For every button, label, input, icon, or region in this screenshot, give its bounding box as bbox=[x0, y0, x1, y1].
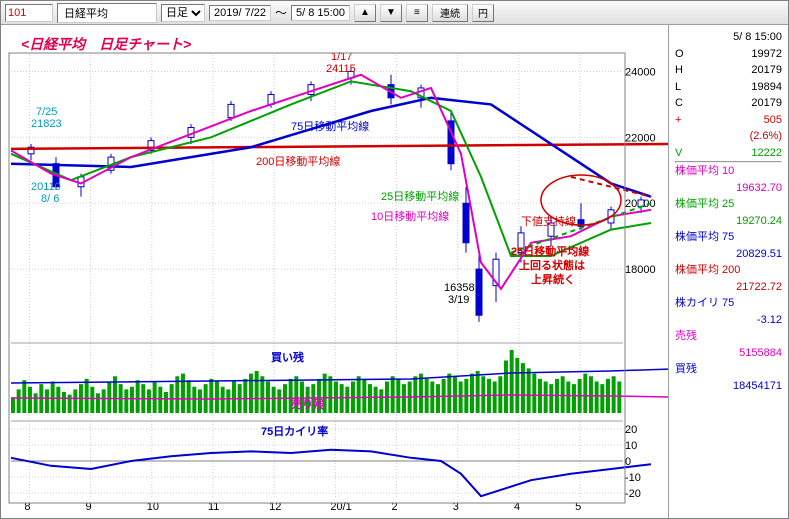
svg-text:24000: 24000 bbox=[625, 66, 656, 78]
main-area: <日経平均 日足チャート>180002000022000240008910111… bbox=[1, 25, 788, 518]
list-button[interactable]: ≡ bbox=[406, 4, 428, 22]
svg-text:8/ 6: 8/ 6 bbox=[41, 193, 59, 205]
svg-text:<日経平均 日足チャート>: <日経平均 日足チャート> bbox=[21, 36, 191, 52]
svg-text:7/25: 7/25 bbox=[36, 106, 57, 118]
svg-text:20: 20 bbox=[625, 424, 637, 436]
svg-text:21823: 21823 bbox=[31, 118, 62, 130]
svg-text:16358: 16358 bbox=[444, 282, 475, 294]
svg-text:売り残: 売り残 bbox=[291, 397, 324, 411]
date-sep: ～ bbox=[275, 4, 287, 21]
toolbar: 日経平均 日足週足月足 2019/ 7/22 ～ 5/ 8 15:00 ▲ ▼ … bbox=[1, 1, 788, 25]
svg-text:75日移動平均線: 75日移動平均線 bbox=[291, 119, 369, 133]
stock-chart-window: 日経平均 日足週足月足 2019/ 7/22 ～ 5/ 8 15:00 ▲ ▼ … bbox=[0, 0, 789, 519]
svg-text:25日移動平均線: 25日移動平均線 bbox=[381, 189, 459, 203]
svg-text:下値支持線: 下値支持線 bbox=[521, 214, 576, 228]
yen-button[interactable]: 円 bbox=[472, 4, 494, 22]
next-button[interactable]: ▼ bbox=[380, 4, 402, 22]
svg-text:3/19: 3/19 bbox=[448, 294, 469, 306]
continuous-button[interactable]: 連続 bbox=[432, 4, 468, 22]
svg-text:上昇続く: 上昇続く bbox=[531, 272, 575, 286]
security-name: 日経平均 bbox=[57, 3, 157, 23]
svg-text:上回る状態は: 上回る状態は bbox=[519, 258, 585, 272]
chart-area: <日経平均 日足チャート>180002000022000240008910111… bbox=[1, 25, 669, 518]
svg-text:-10: -10 bbox=[625, 472, 641, 484]
svg-text:22000: 22000 bbox=[625, 132, 656, 144]
prev-button[interactable]: ▲ bbox=[354, 4, 376, 22]
svg-text:25日移動平均線: 25日移動平均線 bbox=[511, 244, 589, 258]
svg-text:-20: -20 bbox=[625, 488, 641, 500]
svg-text:200日移動平均線: 200日移動平均線 bbox=[256, 154, 340, 168]
svg-text:買い残: 買い残 bbox=[271, 350, 304, 364]
svg-text:75日カイリ率: 75日カイリ率 bbox=[261, 424, 328, 438]
chart-svg: <日経平均 日足チャート>180002000022000240008910111… bbox=[1, 25, 668, 518]
date-from: 2019/ 7/22 bbox=[209, 5, 271, 21]
svg-text:10日移動平均線: 10日移動平均線 bbox=[371, 209, 449, 223]
svg-text:20110: 20110 bbox=[31, 181, 61, 193]
date-to: 5/ 8 15:00 bbox=[291, 5, 350, 21]
svg-text:10: 10 bbox=[625, 440, 637, 452]
side-panel: 5/ 8 15:00O19972H20179L19894C20179+505(2… bbox=[669, 25, 788, 518]
period-select[interactable]: 日足週足月足 bbox=[161, 4, 205, 22]
svg-text:24115: 24115 bbox=[326, 63, 356, 75]
svg-text:18000: 18000 bbox=[625, 264, 656, 276]
code-input[interactable] bbox=[5, 4, 53, 22]
